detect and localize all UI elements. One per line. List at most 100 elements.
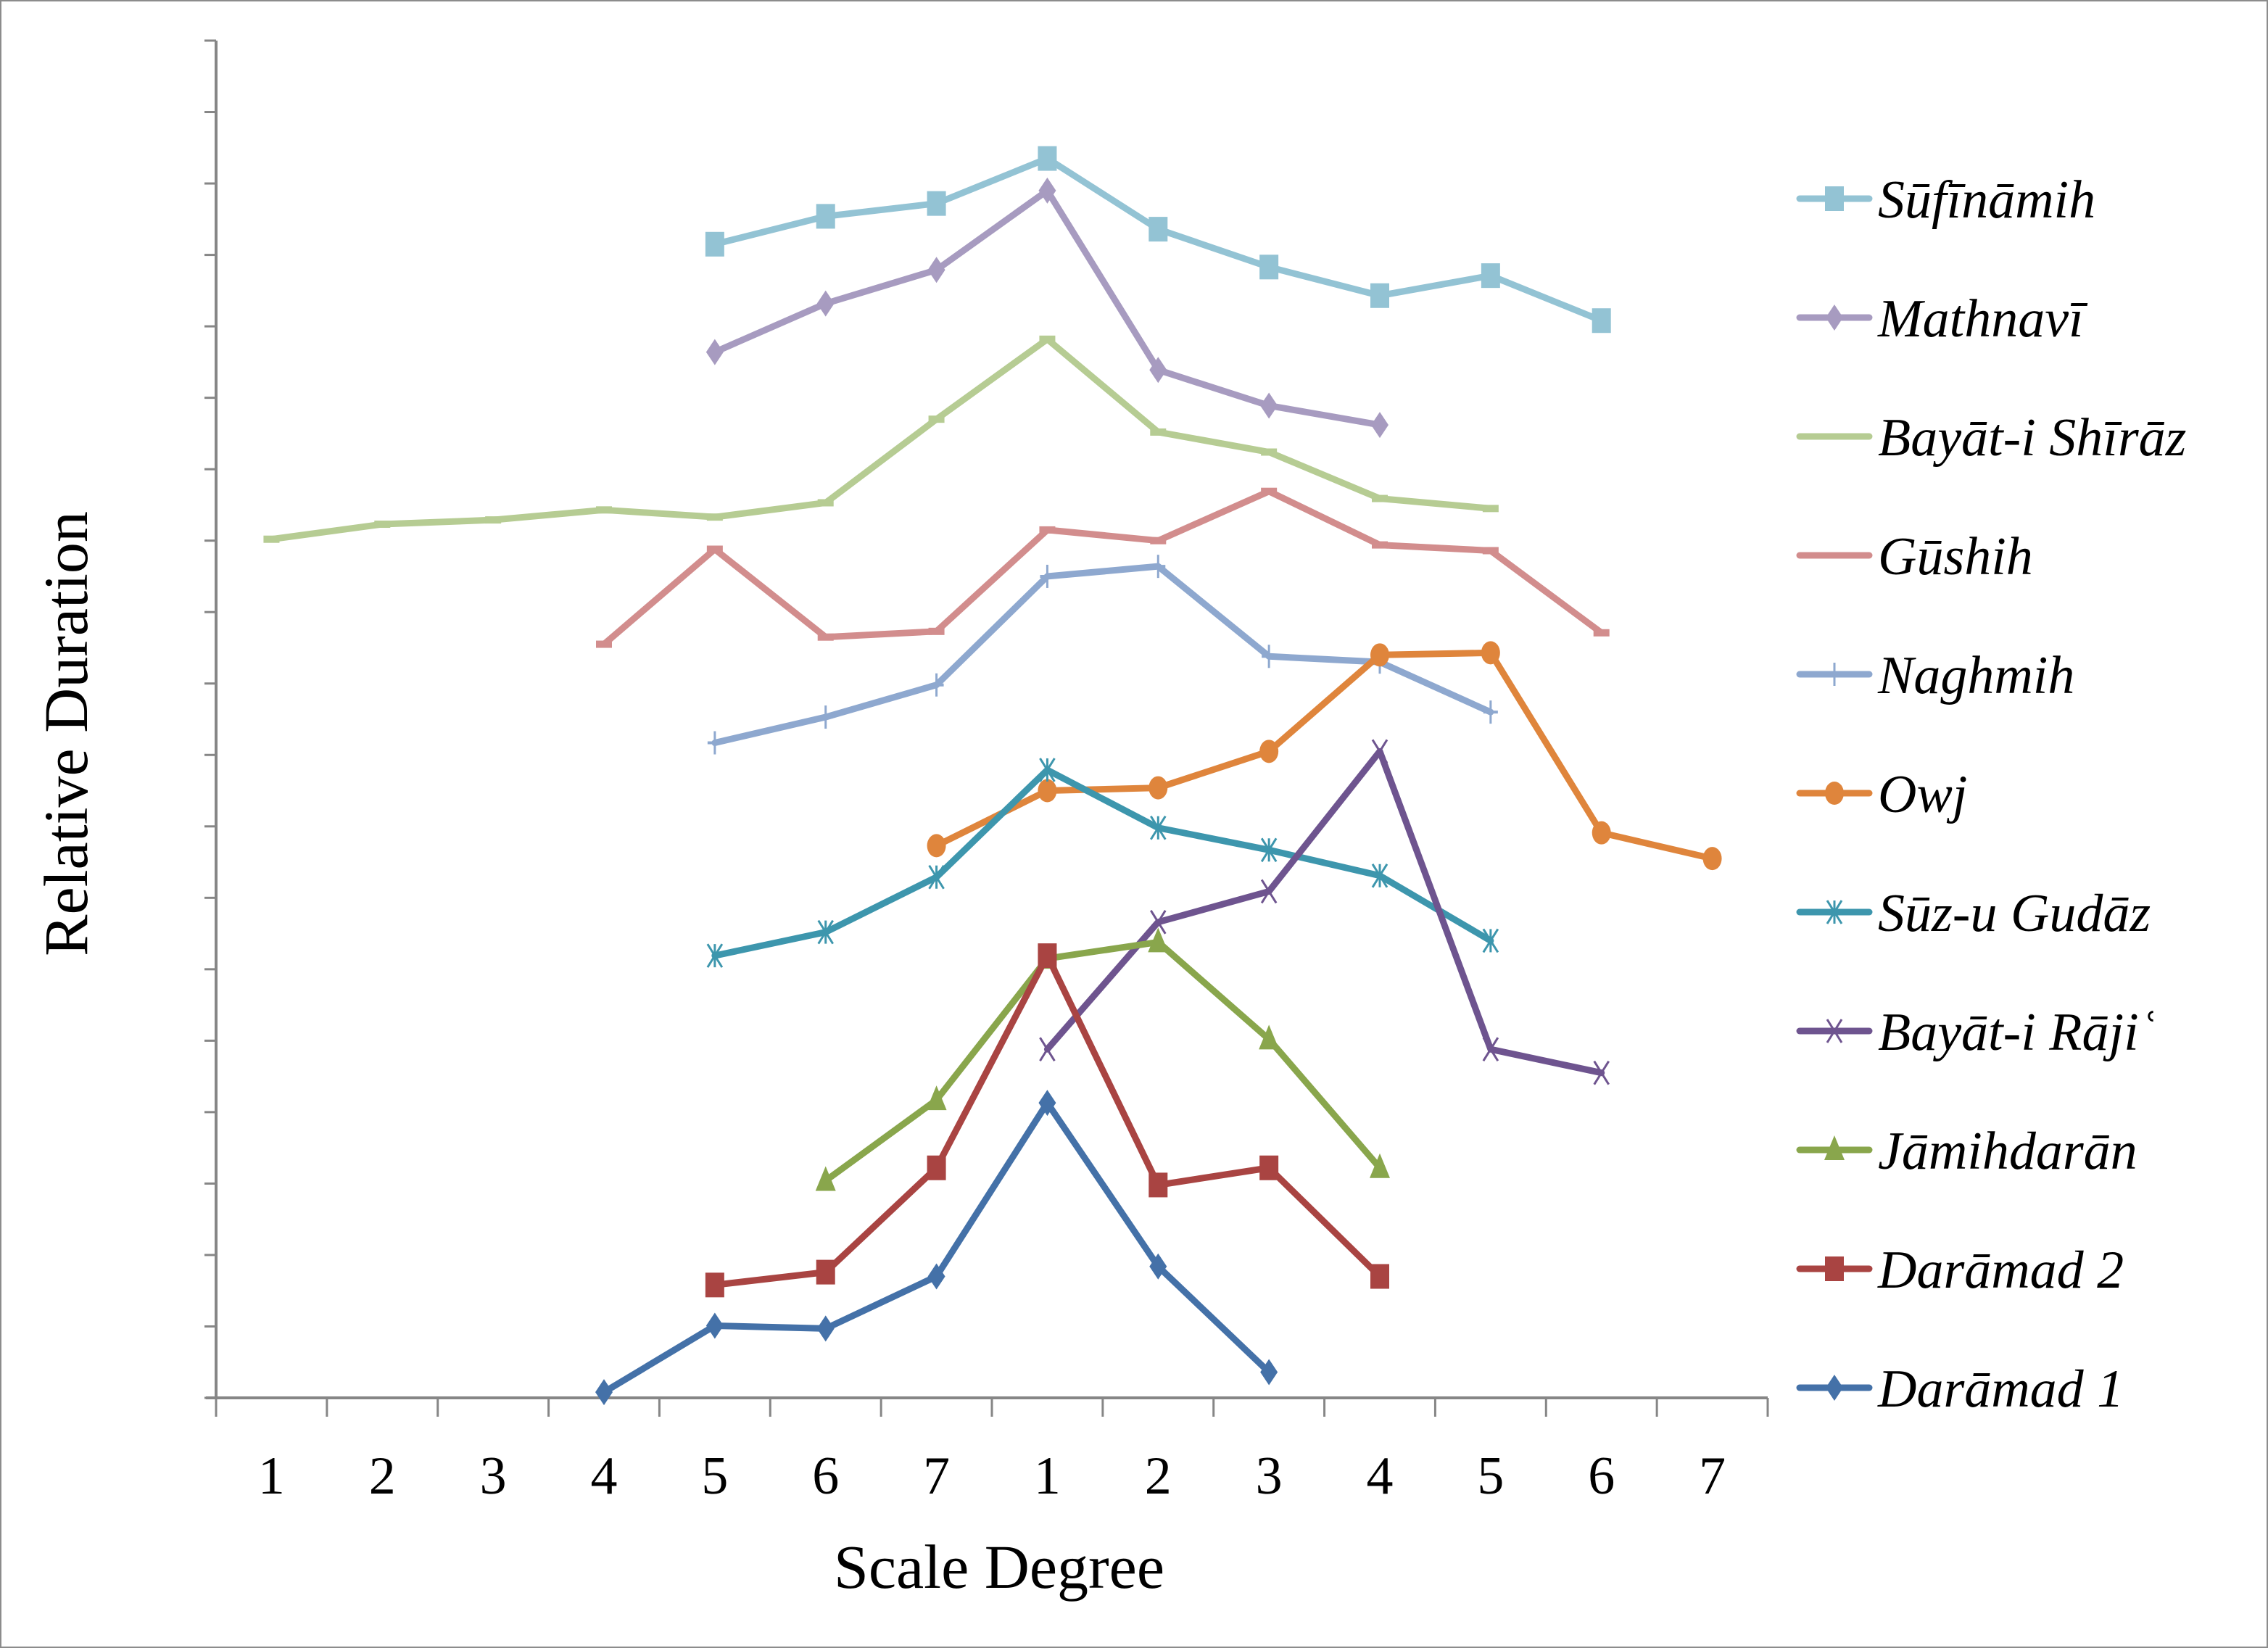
data-point-dash (1261, 448, 1278, 456)
legend-item: Sūz-u Gudāz (1796, 884, 2151, 943)
data-point-dash (1150, 537, 1167, 544)
x-tick-label: 7 (1699, 1446, 1726, 1506)
y-ticks (204, 39, 216, 1399)
series-0 (705, 146, 1611, 334)
data-point-asterisk (1826, 900, 1843, 924)
data-point-asterisk (1150, 815, 1167, 840)
x-tick-label: 5 (701, 1446, 728, 1506)
data-point-circle (1370, 643, 1389, 667)
data-point-triangle (1259, 1024, 1280, 1050)
data-point-diamond (1038, 177, 1056, 204)
data-point-diamond (1826, 1375, 1843, 1401)
data-point-dash (928, 415, 945, 423)
data-point-plus (1040, 564, 1055, 588)
data-point-dash (596, 640, 612, 648)
data-point-dash (263, 535, 280, 543)
legend-item: Mathnavī (1796, 289, 2088, 349)
data-point-plus (1483, 700, 1498, 724)
series-line (711, 563, 1494, 747)
data-point-circle (1702, 847, 1722, 871)
data-point-diamond (927, 1263, 945, 1290)
data-point-square (1370, 1264, 1389, 1289)
data-point-square (1259, 1155, 1279, 1180)
axes: 1 2 3 4 5 6 7 1 2 3 4 5 6 7 (204, 39, 1769, 1506)
data-point-square (1149, 1172, 1168, 1198)
data-point-square (1825, 186, 1844, 211)
data-point-diamond (705, 1312, 724, 1339)
series-line (600, 488, 1605, 648)
data-point-dash (374, 521, 391, 529)
x-tick-label: 6 (812, 1446, 839, 1506)
data-point-dash (817, 499, 834, 507)
legend-item: Bayāt-i Rājiʿ (1796, 1003, 2156, 1062)
data-point-diamond (1038, 1090, 1056, 1117)
data-point-square (1370, 283, 1389, 308)
data-point-plus (1827, 663, 1842, 686)
data-point-x (1150, 910, 1167, 935)
data-point-dash (1039, 526, 1056, 534)
data-point-dash (1039, 335, 1056, 343)
data-point-square (705, 1272, 724, 1298)
x-ticks (215, 1398, 1769, 1417)
data-point-x (1826, 1019, 1843, 1043)
x-tick-label: 3 (1256, 1446, 1283, 1506)
data-point-asterisk (706, 943, 724, 968)
legend-label: Darāmad 1 (1877, 1359, 2124, 1419)
legend-label: Darāmad 2 (1877, 1241, 2124, 1300)
data-point-asterisk (1371, 863, 1388, 888)
data-point-plus (929, 673, 944, 697)
data-point-dash (1261, 487, 1278, 495)
data-point-square (1038, 146, 1057, 171)
data-point-triangle (926, 1085, 947, 1111)
series-1 (705, 177, 1388, 439)
data-point-diamond (1260, 1359, 1278, 1386)
series-line (1043, 748, 1605, 1077)
data-point-x (1593, 1060, 1610, 1085)
data-point-square (1592, 308, 1611, 334)
x-tick-label: 3 (480, 1446, 507, 1506)
series-line (711, 952, 1383, 1288)
legend-item: Owj (1796, 765, 1967, 824)
data-point-x (1039, 1037, 1056, 1061)
data-point-triangle (1824, 1135, 1845, 1160)
data-point-asterisk (928, 864, 945, 890)
data-point-asterisk (1039, 758, 1056, 782)
data-point-triangle (1148, 927, 1169, 953)
series-8 (815, 927, 1390, 1191)
x-tick-label: 1 (1034, 1446, 1061, 1506)
series-2 (263, 335, 1499, 543)
legend-label: Bayāt-i Shīrāz (1878, 408, 2186, 468)
legend-label: Jāmihdarān (1878, 1122, 2137, 1181)
data-point-square (705, 231, 724, 257)
legend-label: Bayāt-i Rājiʿ (1878, 1003, 2156, 1062)
series-6 (706, 758, 1499, 968)
data-point-asterisk (1482, 928, 1499, 953)
data-point-dash (817, 633, 834, 641)
data-point-square (927, 191, 946, 216)
legend: Sūfīnāmih Mathnavī Bayāt-i Shīrāz Gūshih Nag… (1796, 170, 2186, 1419)
data-point-circle (1825, 782, 1844, 805)
legend-item: Naghmih (1796, 646, 2074, 705)
data-point-square (1259, 254, 1279, 280)
data-point-diamond (705, 339, 724, 365)
data-point-square (1038, 943, 1057, 969)
data-point-dash (1482, 547, 1499, 555)
data-point-square (1825, 1256, 1844, 1281)
legend-item: Jāmihdarān (1796, 1122, 2137, 1181)
data-point-plus (1262, 645, 1277, 668)
data-point-diamond (1371, 412, 1388, 439)
data-point-triangle (815, 1166, 836, 1191)
data-point-diamond (1149, 1253, 1167, 1280)
data-point-circle (1259, 740, 1279, 763)
series-3 (596, 487, 1610, 648)
data-point-circle (1592, 821, 1611, 845)
data-point-asterisk (1260, 837, 1278, 863)
data-point-diamond (1260, 392, 1278, 419)
x-tick-label: 6 (1588, 1446, 1615, 1506)
data-point-square (1149, 217, 1168, 242)
data-point-plus (1151, 555, 1166, 579)
data-point-dash (928, 627, 945, 635)
data-point-plus (818, 705, 833, 729)
